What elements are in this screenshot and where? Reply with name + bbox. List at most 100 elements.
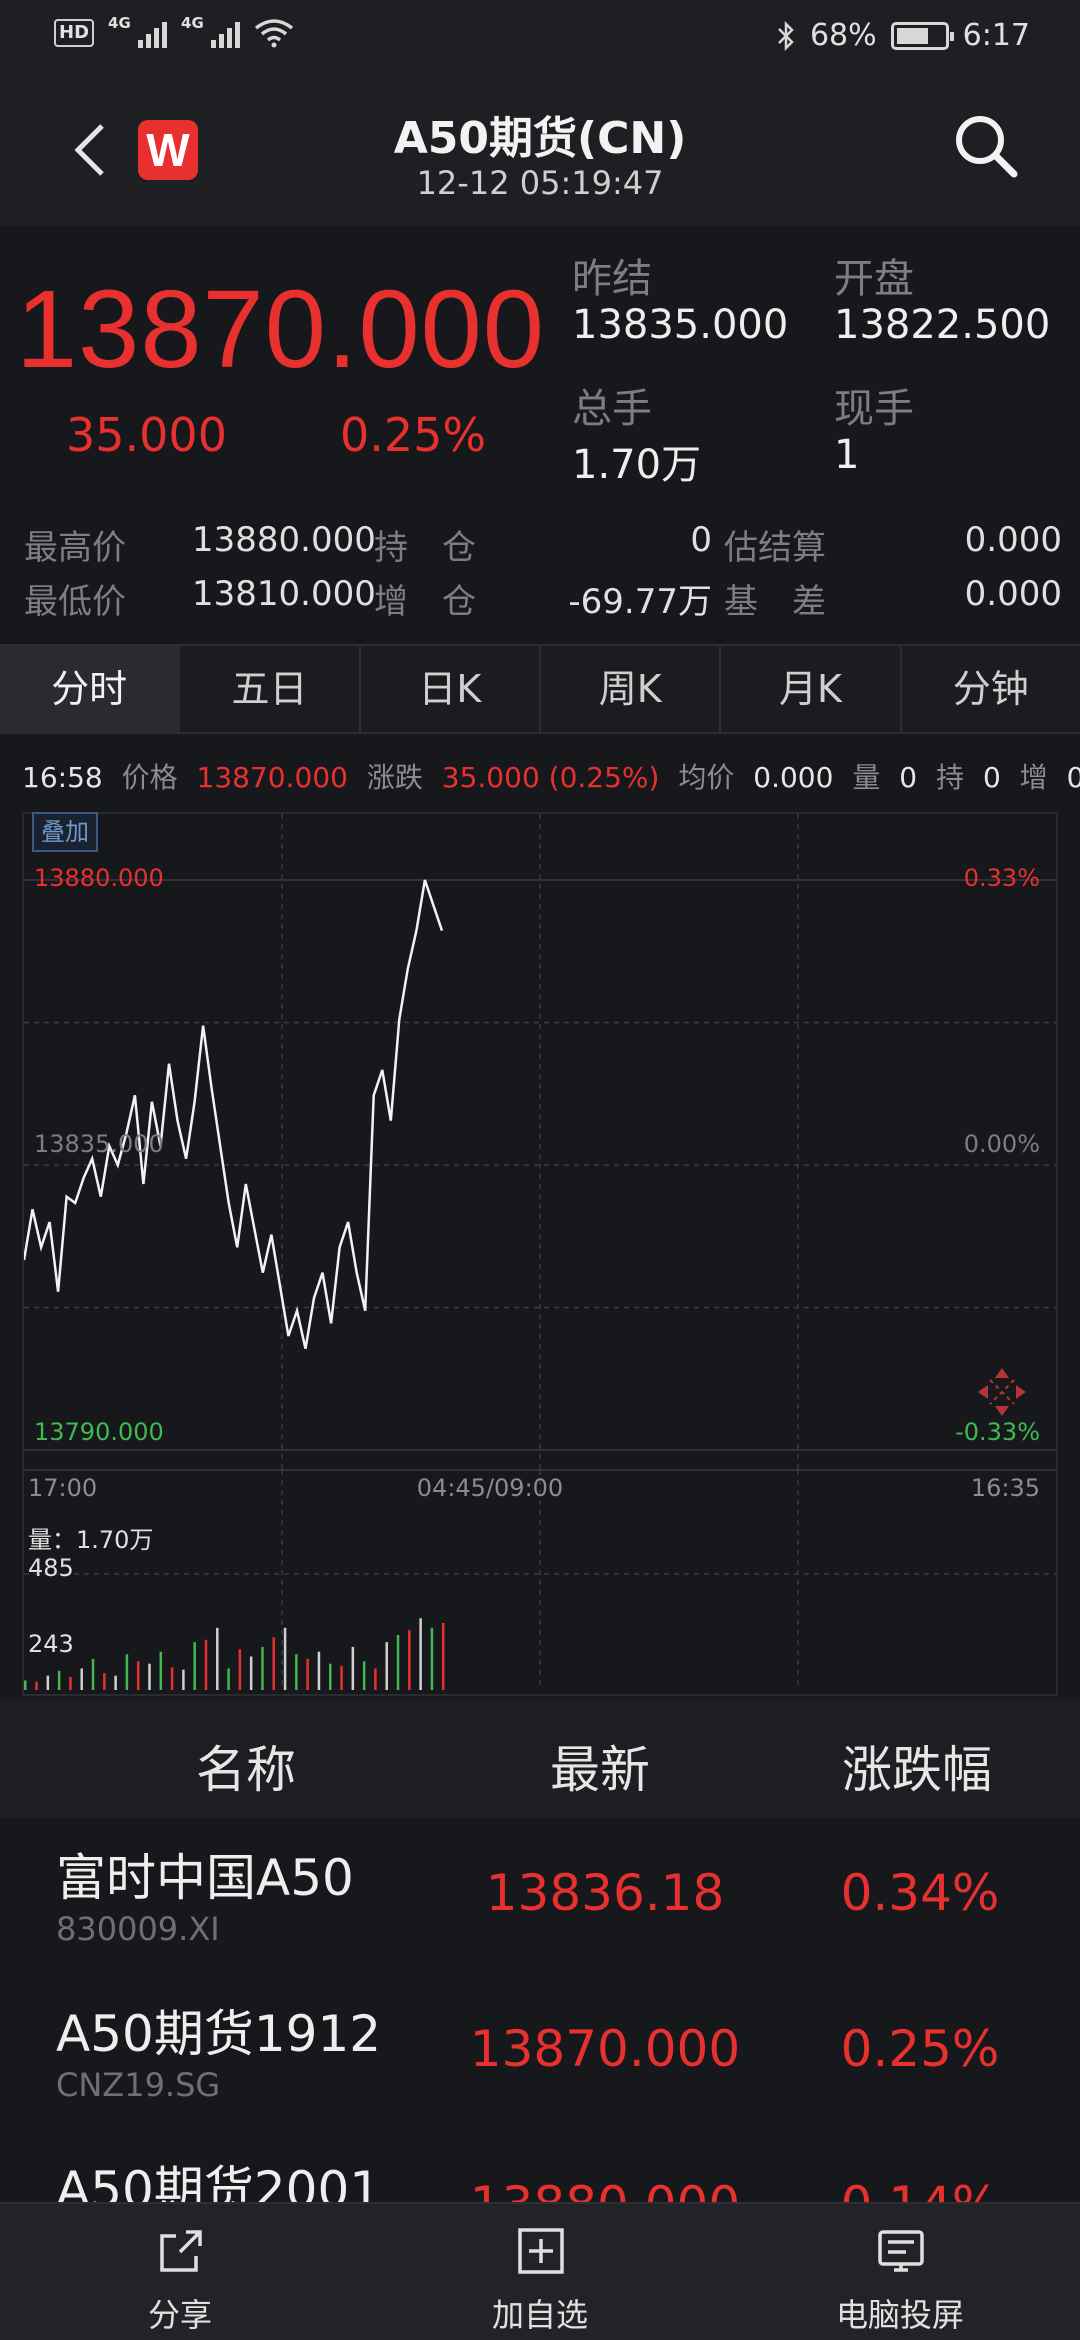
volume-bar	[283, 1627, 287, 1690]
tab-monthly-k[interactable]: 月K	[721, 646, 902, 732]
volume-bar	[80, 1668, 83, 1690]
prev-settle-label: 昨结	[572, 256, 652, 302]
volume-bar	[69, 1676, 72, 1690]
share-button[interactable]: 分享	[0, 2204, 360, 2340]
info-change: 35.000 (0.25%)	[441, 761, 660, 794]
hd-badge: HD	[54, 19, 95, 47]
volume-label: 总手	[572, 386, 652, 432]
volume-bar	[306, 1658, 309, 1690]
overlay-button[interactable]: 叠加	[32, 812, 98, 852]
y-axis-top: 13880.000	[34, 864, 164, 892]
est-settle-label: 估结算	[724, 528, 826, 568]
move-crosshair-icon[interactable]	[978, 1368, 1026, 1416]
item-change-percent: 0.25%	[840, 2020, 1000, 2078]
tab-weekly-k[interactable]: 周K	[541, 646, 722, 732]
item-change-percent: 0.34%	[840, 1864, 1000, 1922]
pct-axis-top: 0.33%	[963, 864, 1040, 892]
x-axis-start: 17:00	[28, 1474, 98, 1502]
volume-value: 1.70万	[572, 442, 702, 488]
cast-to-pc-button[interactable]: 电脑投屏	[720, 2204, 1080, 2340]
page-title: A50期货(CN)	[393, 113, 687, 164]
low-value: 13810.000	[192, 574, 376, 614]
info-inc-label: 增	[1019, 761, 1048, 794]
related-list-header: 名称 最新 涨跌幅	[0, 1700, 1080, 1818]
volume-bar	[91, 1658, 95, 1690]
info-vol: 0	[899, 761, 918, 794]
battery-icon	[890, 21, 954, 50]
volume-bar	[227, 1668, 230, 1690]
est-settle-value: 0.000	[964, 520, 1062, 560]
info-inc: 0	[1066, 761, 1080, 794]
volume-bar	[57, 1670, 61, 1690]
info-avg: 0.000	[753, 761, 834, 794]
price-change-percent: 0.25%	[340, 408, 487, 462]
open-value: 13822.500	[834, 302, 1051, 348]
volume-half-label: 243	[28, 1630, 74, 1658]
volume-bar	[261, 1646, 264, 1690]
add-square-icon	[518, 2228, 564, 2274]
volume-bar	[396, 1634, 400, 1690]
back-icon[interactable]	[66, 120, 114, 180]
pct-axis-bottom: -0.33%	[955, 1418, 1040, 1446]
volume-bar	[419, 1618, 422, 1690]
volume-bar	[430, 1627, 434, 1690]
current-hand-label: 现手	[834, 386, 914, 432]
basis-label: 基 差	[724, 582, 826, 622]
item-code: CNZ19.SG	[56, 2066, 221, 2104]
chart-tabs: 分时 五日 日K 周K 月K 分钟	[0, 644, 1080, 734]
pct-axis-mid: 0.00%	[963, 1130, 1040, 1158]
volume-bar	[35, 1681, 38, 1690]
volume-bar	[374, 1668, 377, 1690]
volume-bar	[159, 1651, 163, 1690]
volume-bar	[24, 1680, 27, 1690]
last-price: 13870.000	[16, 268, 545, 391]
tab-daily-k[interactable]: 日K	[361, 646, 541, 732]
volume-bar	[249, 1656, 253, 1690]
list-item[interactable]: A50期货1912 CNZ19.SG 13870.000 0.25%	[0, 1974, 1080, 2130]
intraday-chart[interactable]: 13880.000 13835.000 13790.000 0.33% 0.00…	[22, 812, 1058, 1696]
list-item[interactable]: A50期货2001 13880.000 0.14%	[0, 2130, 1080, 2202]
battery-percent: 68%	[809, 18, 877, 53]
volume-bar	[114, 1675, 117, 1690]
volume-bar	[441, 1623, 445, 1690]
item-code: 830009.XI	[56, 1910, 220, 1948]
add-watchlist-button[interactable]: 加自选	[360, 2204, 720, 2340]
volume-bar	[408, 1630, 411, 1690]
volume-bar	[385, 1642, 388, 1690]
bottom-toolbar: 分享 加自选 电脑投屏	[0, 2202, 1080, 2340]
tab-five-day[interactable]: 五日	[180, 646, 361, 732]
item-price: 13880.000	[400, 2176, 810, 2202]
basis-value: 0.000	[964, 574, 1062, 614]
page-subtitle-timestamp: 12-12 05:19:47	[416, 164, 664, 202]
prev-settle-value: 13835.000	[572, 302, 789, 348]
volume-bar	[170, 1667, 174, 1690]
list-item[interactable]: 富时中国A50 830009.XI 13836.18 0.34%	[0, 1818, 1080, 1974]
high-value: 13880.000	[192, 520, 376, 560]
info-avg-label: 均价	[678, 761, 735, 794]
status-bar-left: HD 4G 4G	[54, 14, 294, 48]
search-icon[interactable]	[952, 112, 1020, 180]
volume-bar	[216, 1627, 219, 1690]
clock: 6:17	[962, 18, 1030, 53]
signal-icon: 4G	[181, 14, 241, 48]
col-name-header: 名称	[196, 1741, 296, 1799]
volume-bar	[317, 1651, 321, 1690]
volume-bar	[295, 1654, 298, 1690]
open-interest-value: 0	[690, 520, 712, 560]
low-label: 最低价	[24, 582, 126, 622]
info-oi: 0	[982, 761, 1001, 794]
volume-bar	[136, 1661, 140, 1690]
item-name: A50期货1912	[56, 2005, 382, 2063]
open-interest-label: 持 仓	[374, 528, 476, 568]
app-logo[interactable]: W	[138, 120, 198, 180]
tab-intraday[interactable]: 分时	[0, 646, 181, 732]
info-time: 16:58	[22, 761, 103, 794]
item-change-percent: 0.14%	[800, 2176, 1040, 2202]
volume-bar	[340, 1666, 343, 1690]
open-label: 开盘	[834, 256, 914, 302]
tab-minute[interactable]: 分钟	[952, 667, 1029, 711]
col-change-header: 涨跌幅	[842, 1741, 992, 1799]
x-axis-mid: 04:45/09:00	[416, 1474, 564, 1502]
info-price-label: 价格	[121, 761, 178, 794]
y-axis-bottom: 13790.000	[34, 1418, 164, 1446]
